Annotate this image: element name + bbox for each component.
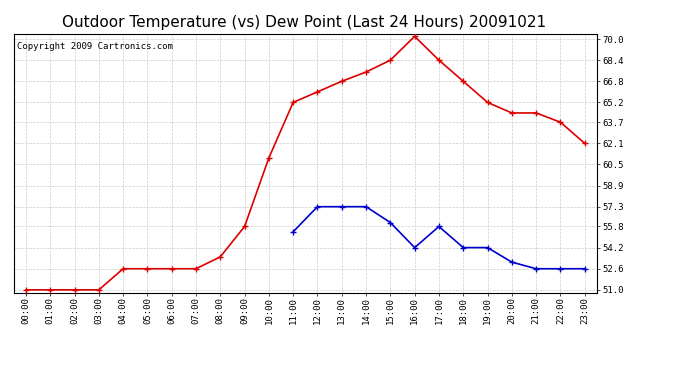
Text: Outdoor Temperature (vs) Dew Point (Last 24 Hours) 20091021: Outdoor Temperature (vs) Dew Point (Last…	[61, 15, 546, 30]
Text: Copyright 2009 Cartronics.com: Copyright 2009 Cartronics.com	[17, 42, 172, 51]
